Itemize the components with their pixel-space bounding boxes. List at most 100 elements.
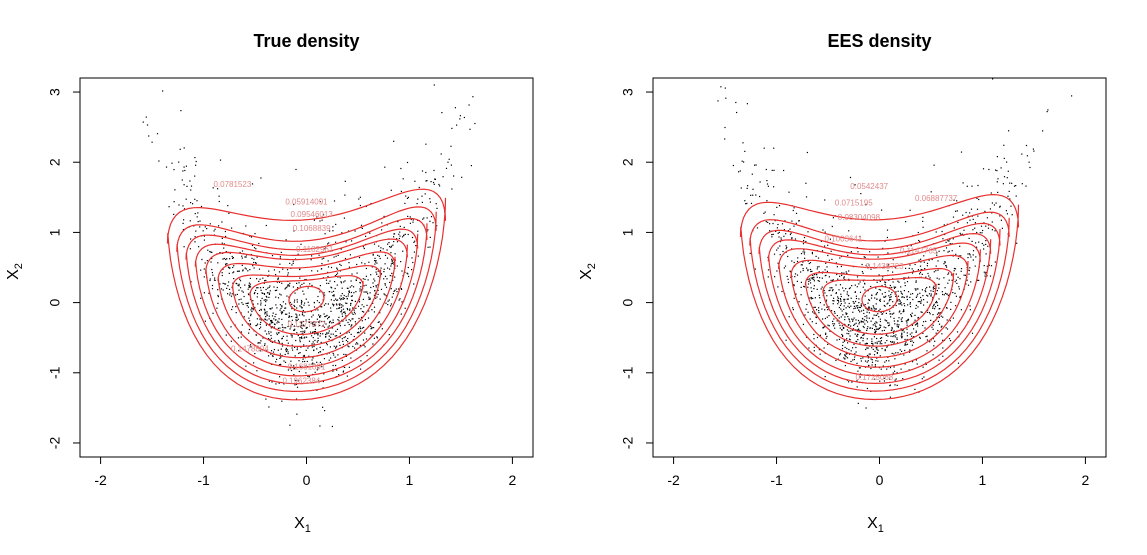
- data-point: [936, 302, 938, 304]
- data-point: [375, 286, 377, 288]
- y-tick-label: -1: [47, 366, 63, 379]
- data-point: [930, 293, 932, 295]
- data-point: [809, 297, 811, 299]
- data-point: [850, 325, 852, 327]
- data-point: [857, 251, 859, 253]
- data-point: [289, 424, 291, 426]
- data-point: [900, 290, 902, 293]
- data-point: [393, 140, 395, 142]
- data-point: [430, 216, 433, 218]
- data-point: [311, 343, 313, 345]
- data-point: [385, 295, 387, 297]
- data-point: [271, 320, 273, 322]
- data-point: [802, 243, 805, 245]
- data-point: [893, 330, 895, 332]
- data-point: [356, 272, 358, 274]
- data-point: [345, 319, 347, 321]
- data-point: [909, 306, 912, 308]
- data-point: [823, 290, 825, 292]
- data-point: [955, 273, 957, 275]
- data-point: [266, 349, 268, 351]
- data-point: [335, 347, 337, 349]
- data-point: [379, 257, 381, 260]
- data-point: [324, 410, 326, 412]
- data-point: [800, 271, 802, 273]
- data-point: [259, 278, 261, 280]
- data-point: [399, 225, 401, 227]
- data-point: [903, 296, 905, 299]
- data-point: [399, 298, 401, 300]
- data-point: [330, 333, 332, 335]
- data-point: [273, 286, 275, 288]
- data-point: [857, 305, 859, 307]
- data-point: [953, 227, 955, 229]
- data-point: [831, 287, 833, 289]
- data-point: [360, 368, 362, 370]
- data-point: [913, 336, 915, 338]
- data-point: [752, 188, 754, 190]
- data-point: [967, 215, 969, 217]
- data-point: [345, 353, 347, 356]
- data-point: [898, 317, 900, 319]
- data-point: [893, 366, 895, 368]
- data-point: [845, 312, 847, 314]
- data-point: [341, 315, 344, 317]
- data-point: [1003, 157, 1005, 159]
- data-point: [438, 183, 440, 186]
- data-point: [328, 330, 330, 332]
- data-point: [270, 321, 272, 323]
- data-point: [432, 222, 434, 224]
- data-point: [411, 269, 413, 271]
- data-point: [256, 370, 258, 372]
- data-point: [917, 325, 919, 327]
- data-point: [917, 323, 919, 325]
- data-point: [340, 295, 342, 297]
- data-point: [268, 406, 270, 408]
- data-point: [959, 295, 961, 298]
- data-point: [272, 355, 274, 357]
- data-point: [249, 283, 251, 285]
- data-point: [382, 248, 384, 250]
- data-point: [897, 290, 899, 292]
- data-point: [252, 300, 254, 302]
- data-point: [813, 273, 816, 276]
- data-point: [992, 78, 994, 80]
- data-point: [217, 296, 219, 298]
- data-point: [477, 26, 478, 27]
- data-point: [862, 340, 864, 342]
- data-point: [900, 318, 902, 320]
- data-point: [823, 347, 825, 349]
- data-point: [242, 269, 244, 271]
- contour-label: 0.1147765: [900, 246, 938, 255]
- data-point: [787, 281, 790, 284]
- data-point: [339, 277, 341, 279]
- data-point: [334, 356, 336, 358]
- data-point: [219, 252, 221, 254]
- data-point: [384, 166, 386, 168]
- data-point: [910, 315, 912, 317]
- data-point: [319, 324, 321, 327]
- data-point: [213, 230, 215, 232]
- data-point: [184, 169, 186, 172]
- data-point: [1006, 213, 1008, 215]
- data-point: [787, 278, 789, 280]
- data-point: [908, 267, 910, 269]
- data-point: [338, 316, 340, 318]
- data-point: [270, 350, 273, 352]
- data-point: [225, 251, 227, 253]
- data-point: [794, 276, 796, 278]
- data-point: [256, 296, 258, 298]
- data-point: [844, 316, 846, 318]
- data-point: [322, 333, 324, 335]
- data-point: [927, 272, 929, 275]
- data-point: [292, 260, 294, 262]
- data-point: [936, 316, 938, 318]
- data-point: [900, 313, 902, 315]
- data-point: [434, 178, 436, 180]
- data-point: [270, 308, 272, 310]
- data-point: [284, 307, 286, 309]
- data-point: [960, 270, 962, 272]
- data-point: [962, 214, 964, 216]
- data-point: [284, 313, 287, 315]
- data-point: [933, 345, 935, 347]
